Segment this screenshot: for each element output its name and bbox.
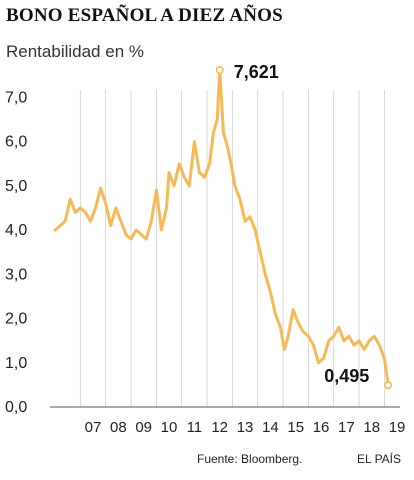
source-note: Fuente: Bloomberg.	[197, 452, 303, 466]
y-tick-label: 5,0	[5, 178, 27, 195]
x-tick-label: 11	[187, 419, 203, 436]
y-tick-label: 7,0	[5, 89, 27, 106]
x-tick-label: 15	[287, 419, 304, 436]
x-tick-label: 16	[313, 419, 330, 436]
chart-title: BONO ESPAÑOL A DIEZ AÑOS	[6, 5, 283, 26]
y-tick-label: 4,0	[5, 222, 27, 239]
y-tick-label: 1,0	[5, 355, 27, 372]
x-tick-label: 10	[161, 419, 178, 436]
annotation-label: 0,495	[324, 366, 369, 386]
y-tick-label: 6,0	[5, 134, 27, 151]
x-tick-label: 09	[135, 419, 152, 436]
publisher-name: EL PAÍS	[357, 452, 402, 466]
x-tick-label: 14	[262, 419, 279, 436]
x-tick-label: 08	[110, 419, 127, 436]
series-line	[53, 68, 390, 387]
x-tick-label: 17	[338, 419, 355, 436]
annotation-marker	[215, 66, 224, 75]
x-tick-label: 18	[363, 419, 380, 436]
x-tick-label: 12	[211, 419, 228, 436]
annotation-marker	[384, 381, 393, 390]
x-tick-label: 13	[237, 419, 254, 436]
x-tick-label: 07	[85, 419, 102, 436]
x-tick-label: 19	[389, 419, 406, 436]
y-tick-label: 3,0	[5, 266, 27, 283]
y-tick-label: 0,0	[5, 399, 27, 416]
annotation-label: 7,621	[234, 62, 279, 82]
y-tick-label: 2,0	[5, 311, 27, 328]
y-axis-label: Rentabilidad en %	[6, 42, 144, 61]
